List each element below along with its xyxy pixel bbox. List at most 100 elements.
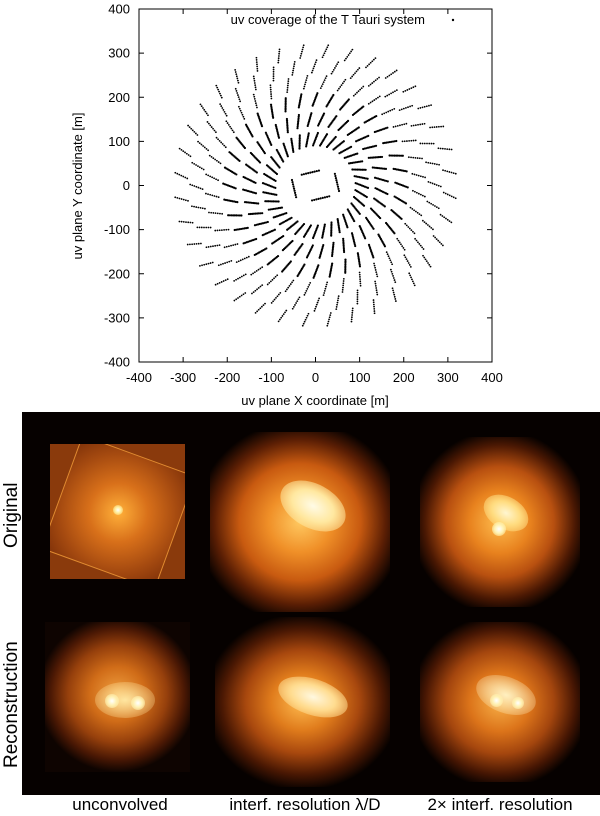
uv-point [417, 241, 419, 244]
uv-point [354, 72, 356, 75]
uv-point [392, 291, 395, 294]
uv-point [299, 98, 302, 101]
uv-point [255, 171, 258, 174]
uv-point [217, 138, 219, 141]
uv-point [247, 255, 250, 258]
uv-point [200, 242, 202, 245]
uv-point [199, 103, 202, 106]
uv-point [332, 68, 335, 71]
uv-point [212, 245, 214, 248]
uv-point [185, 152, 188, 155]
uv-point [228, 245, 230, 248]
uv-point [195, 185, 198, 188]
uv-point [270, 97, 273, 100]
uv-point [311, 69, 314, 72]
uv-point [240, 111, 243, 114]
uv-point [269, 280, 272, 283]
uv-point [252, 75, 255, 78]
uv-point [302, 46, 305, 49]
uv-point [396, 124, 399, 127]
uv-point [411, 104, 414, 107]
uv-point [234, 243, 237, 246]
uv-point [271, 278, 274, 281]
uv-point [358, 67, 361, 69]
uv-point [373, 80, 375, 83]
uv-point [381, 113, 384, 116]
uv-point [342, 284, 345, 287]
uv-point [392, 289, 394, 292]
uv-point [292, 185, 295, 188]
uv-point [342, 242, 345, 245]
uv-point [336, 89, 339, 92]
uv-point [255, 59, 258, 61]
uv-point [212, 127, 214, 130]
uv-point [358, 263, 361, 266]
uv-point [277, 207, 280, 210]
uv-point [203, 146, 206, 149]
uv-point [335, 306, 338, 308]
uv-point [371, 82, 374, 84]
uv-point [414, 210, 417, 213]
uv-point [420, 214, 423, 217]
uv-point [231, 129, 234, 132]
uv-point [317, 124, 320, 127]
uv-point [414, 124, 417, 127]
uv-point [342, 239, 345, 242]
uv-point [428, 225, 431, 228]
uv-point [239, 259, 242, 262]
uv-point [298, 101, 301, 104]
uv-point [376, 275, 379, 278]
uv-point [268, 282, 271, 284]
uv-point [188, 126, 191, 129]
uv-point [356, 160, 359, 164]
uv-point [415, 174, 418, 176]
uv-point [410, 87, 413, 90]
uv-point [214, 244, 217, 247]
uv-point [430, 142, 433, 145]
uv-point [210, 126, 213, 128]
uv-point [205, 173, 208, 176]
uv-point [255, 56, 258, 59]
uv-point [233, 214, 236, 217]
uv-point [259, 267, 262, 270]
uv-point [305, 289, 308, 292]
uv-point [353, 175, 356, 178]
uv-point [238, 228, 241, 231]
uv-point [352, 195, 356, 199]
uv-point [298, 134, 301, 137]
uv-point [236, 243, 239, 245]
uv-point [291, 307, 294, 310]
uv-point [272, 70, 275, 73]
uv-point [419, 175, 422, 178]
uv-point [342, 213, 345, 216]
uv-point [394, 281, 397, 284]
uv-point [218, 281, 221, 284]
uv-point [203, 263, 206, 266]
uv-point [302, 87, 305, 90]
uv-point [330, 221, 333, 224]
uv-point [286, 122, 289, 126]
uv-point [416, 211, 419, 214]
uv-point [286, 126, 289, 129]
uv-point [272, 68, 275, 71]
uv-point [350, 50, 353, 53]
uv-point [377, 96, 379, 99]
uv-point [237, 260, 240, 263]
uv-point [355, 70, 358, 73]
uv-point [207, 174, 210, 177]
uv-point [242, 274, 245, 277]
uv-point [215, 178, 218, 181]
uv-point [434, 205, 436, 207]
uv-point [415, 239, 418, 242]
uv-point [209, 245, 212, 248]
uv-point [372, 299, 375, 301]
uv-point [207, 246, 210, 248]
uv-point [260, 305, 263, 308]
uv-point [354, 93, 357, 96]
uv-point [233, 299, 236, 302]
uv-point [313, 309, 316, 312]
uv-point [271, 113, 274, 116]
uv-point [196, 134, 199, 136]
uv-point [272, 207, 275, 211]
uv-point [437, 184, 440, 187]
